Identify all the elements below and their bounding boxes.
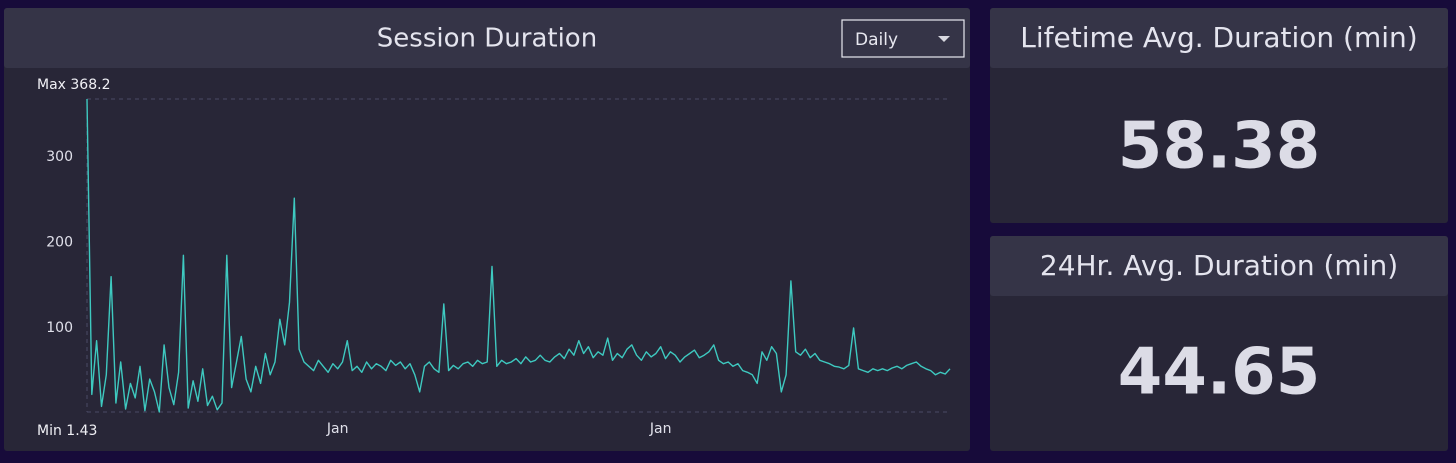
x-tick-label: Jan (649, 421, 672, 437)
dropdown-label[interactable]: Daily (855, 30, 898, 50)
chart-title: Session Duration (377, 24, 597, 54)
dropdown-box[interactable] (841, 19, 965, 58)
x-tick-label: Jan (326, 421, 349, 437)
y-limit-label: Max 368.2 (37, 77, 110, 93)
dropdown[interactable]: Daily (841, 19, 965, 58)
y-limit-label: Min 1.43 (37, 423, 97, 439)
stat-value: 44.65 (1118, 336, 1320, 410)
dropdown-caret[interactable] (938, 36, 950, 42)
stat-title: 24Hr. Avg. Duration (min) (1040, 249, 1398, 282)
data-line (86, 98, 951, 413)
y-tick-label: 100 (46, 320, 73, 336)
stat-title: Lifetime Avg. Duration (min) (1020, 21, 1417, 54)
stat-value: 58.38 (1118, 110, 1320, 184)
y-tick-label: 200 (46, 235, 73, 251)
stat-header (990, 236, 1448, 296)
chart-header (4, 8, 970, 68)
stat-header (990, 8, 1448, 68)
chart-panel (4, 8, 970, 451)
y-tick-label: 300 (46, 149, 73, 165)
